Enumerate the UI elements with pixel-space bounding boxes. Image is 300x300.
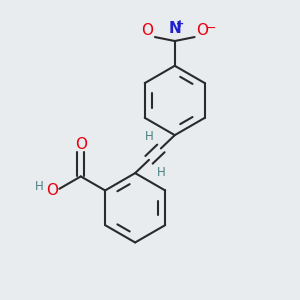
- Text: H: H: [35, 180, 44, 193]
- Text: H: H: [157, 166, 165, 179]
- Text: −: −: [206, 22, 216, 34]
- Text: O: O: [196, 23, 208, 38]
- Text: O: O: [141, 23, 153, 38]
- Text: +: +: [176, 19, 184, 29]
- Text: H: H: [145, 130, 153, 142]
- Text: O: O: [75, 137, 87, 152]
- Text: N: N: [168, 21, 181, 36]
- Text: O: O: [46, 183, 58, 198]
